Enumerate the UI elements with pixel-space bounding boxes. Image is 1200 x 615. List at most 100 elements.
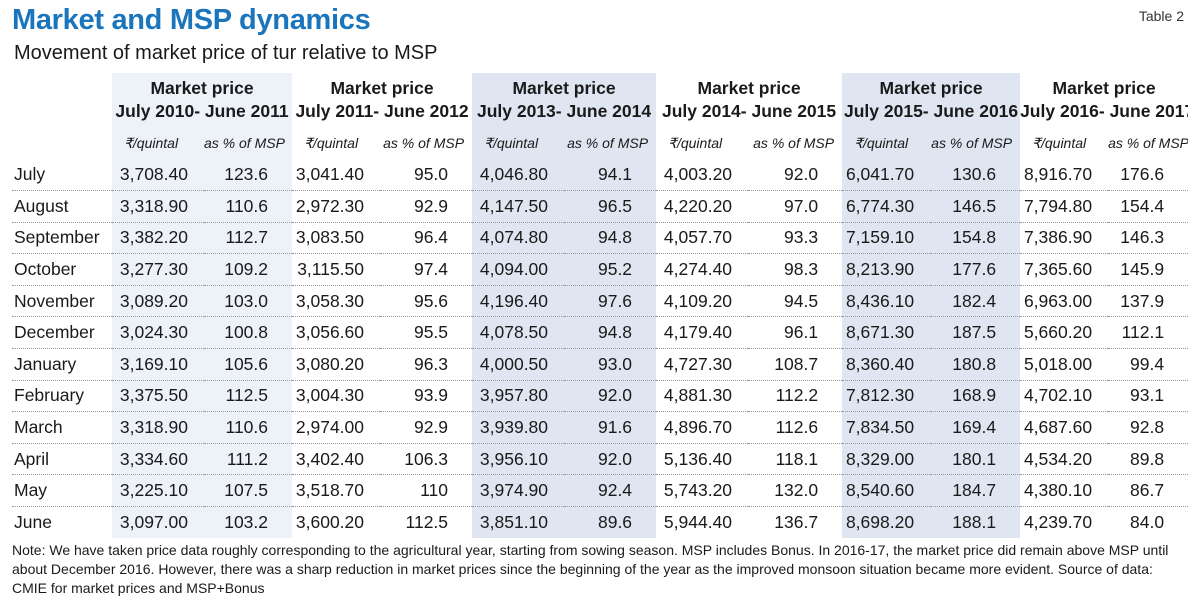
price-table: Market price July 2010- June 2011 Market … [12, 73, 1189, 538]
price-cell: 8,540.60 [842, 474, 931, 508]
pct-of-msp-cell: 97.6 [564, 285, 657, 318]
price-cell: 4,046.80 [472, 159, 565, 192]
price-cell: 3,334.60 [112, 443, 204, 476]
pct-of-msp-cell: 92.4 [564, 474, 657, 508]
table-row: January 3,169.10 105.6 3,080.20 96.3 4,000.50… [12, 348, 1189, 381]
pct-of-msp-cell: 177.6 [930, 253, 1021, 286]
pct-of-msp-cell: 105.6 [204, 348, 293, 381]
price-cell: 3,382.20 [112, 222, 204, 255]
price-cell: 6,774.30 [842, 190, 931, 223]
pct-of-msp-cell: 93.0 [564, 348, 657, 381]
price-cell: 8,436.10 [842, 285, 931, 318]
pct-of-msp-cell: 95.5 [380, 316, 473, 350]
pct-of-msp-cell: 187.5 [930, 316, 1021, 350]
price-cell: 4,881.30 [656, 380, 749, 413]
price-cell: 7,794.80 [1020, 190, 1109, 223]
pct-unit-header: as % of MSP [931, 135, 1013, 151]
price-cell: 5,743.20 [656, 474, 749, 508]
table-number-label: Table 2 [1138, 8, 1184, 24]
pct-of-msp-cell: 93.1 [1108, 380, 1189, 413]
pct-of-msp-cell: 154.4 [1108, 190, 1189, 223]
price-cell: 3,974.90 [472, 474, 565, 508]
pct-of-msp-cell: 92.9 [380, 190, 473, 223]
price-cell: 4,094.00 [472, 253, 565, 286]
price-cell: 7,834.50 [842, 411, 931, 444]
price-cell: 4,239.70 [1023, 512, 1093, 533]
period-header: Market price July 2014- June 2015 [661, 78, 837, 121]
pct-of-msp-cell: 95.2 [564, 253, 657, 286]
pct-of-msp-cell: 176.6 [1108, 159, 1189, 192]
price-cell: 3,004.30 [292, 380, 381, 413]
pct-of-msp-cell: 96.4 [380, 222, 473, 255]
table-subtitle: Movement of market price of tur relative… [14, 42, 438, 64]
pct-of-msp-cell: 146.3 [1108, 222, 1189, 255]
pct-of-msp-cell: 184.7 [930, 474, 1021, 508]
pct-of-msp-cell: 137.9 [1108, 285, 1189, 318]
price-cell: 4,003.20 [656, 159, 749, 192]
price-cell: 5,660.20 [1020, 316, 1109, 350]
price-cell: 4,109.20 [656, 285, 749, 318]
pct-of-msp-cell: 108.7 [748, 348, 843, 381]
pct-of-msp-cell: 93.3 [748, 222, 843, 255]
price-cell: 3,851.10 [479, 512, 549, 533]
month-cell: April [12, 443, 112, 476]
pct-of-msp-cell: 112.7 [204, 222, 293, 255]
month-cell: September [12, 222, 112, 255]
pct-of-msp-cell: 96.3 [380, 348, 473, 381]
pct-of-msp-cell: 110.6 [204, 411, 293, 444]
price-cell: 8,360.40 [842, 348, 931, 381]
pct-unit-header: as % of MSP [1108, 135, 1189, 151]
table-row: October 3,277.30 109.2 3,115.50 97.4 4,094.00… [12, 253, 1189, 286]
unit-header-row: ₹/quintal as % of MSP ₹/quintal as % of … [12, 127, 1188, 159]
pct-of-msp-cell: 132.0 [748, 474, 843, 508]
price-cell: 4,057.70 [656, 222, 749, 255]
month-cell: February [12, 380, 112, 413]
pct-of-msp-cell: 96.5 [564, 190, 657, 223]
pct-of-msp-cell: 91.6 [564, 411, 657, 444]
pct-unit-header: as % of MSP [567, 135, 649, 151]
pct-unit-header: as % of MSP [753, 135, 835, 151]
price-cell: 3,080.20 [292, 348, 381, 381]
price-unit-header: ₹/quintal [484, 134, 539, 151]
pct-of-msp-cell: 86.7 [1108, 474, 1189, 508]
price-cell: 3,402.40 [292, 443, 381, 476]
price-cell: 6,041.70 [842, 159, 931, 192]
table-row: August 3,318.90 110.6 2,972.30 92.9 4,147.50 9… [12, 190, 1189, 223]
pct-of-msp-cell: 103.0 [204, 285, 293, 318]
pct-of-msp-cell: 94.8 [564, 222, 657, 255]
price-cell: 3,115.50 [292, 253, 381, 286]
period-header: Market price July 2016- June 2017 [1020, 78, 1189, 121]
price-cell: 8,329.00 [842, 443, 931, 476]
pct-of-msp-cell: 97.4 [380, 253, 473, 286]
price-cell: 3,318.90 [112, 190, 204, 223]
period-header: Market price July 2010- June 2011 [115, 78, 289, 121]
price-cell: 4,687.60 [1020, 411, 1109, 444]
pct-of-msp-cell: 110.6 [204, 190, 293, 223]
pct-of-msp-cell: 97.0 [748, 190, 843, 223]
pct-of-msp-cell: 92.9 [380, 411, 473, 444]
month-cell: June [14, 512, 52, 533]
month-cell: October [12, 253, 112, 286]
pct-of-msp-cell: 107.5 [204, 474, 293, 508]
table-row: July 3,708.40 123.6 3,041.40 95.0 4,046.80 94.… [12, 159, 1189, 192]
price-cell: 4,220.20 [656, 190, 749, 223]
pct-of-msp-cell: 169.4 [930, 411, 1021, 444]
price-cell: 3,939.80 [472, 411, 565, 444]
price-cell: 7,386.90 [1020, 222, 1109, 255]
pct-of-msp-cell: 98.3 [748, 253, 843, 286]
period-header: Market price July 2013- June 2014 [476, 78, 652, 121]
pct-of-msp-cell: 89.8 [1108, 443, 1189, 476]
pct-of-msp-cell: 92.0 [564, 443, 657, 476]
price-cell: 4,702.10 [1020, 380, 1109, 413]
pct-of-msp-cell: 112.5 [204, 380, 293, 413]
table-row: March 3,318.90 110.6 2,974.00 92.9 3,939.80 91… [12, 411, 1189, 444]
price-cell: 3,708.40 [112, 159, 204, 192]
price-cell: 3,089.20 [112, 285, 204, 318]
price-cell: 3,225.10 [112, 474, 204, 508]
pct-of-msp-cell: 180.8 [930, 348, 1021, 381]
pct-unit-header: as % of MSP [204, 135, 285, 151]
pct-of-msp-cell: 112.5 [405, 512, 449, 533]
price-cell: 4,896.70 [656, 411, 749, 444]
price-cell: 7,812.30 [842, 380, 931, 413]
pct-of-msp-cell: 110 [380, 474, 473, 508]
